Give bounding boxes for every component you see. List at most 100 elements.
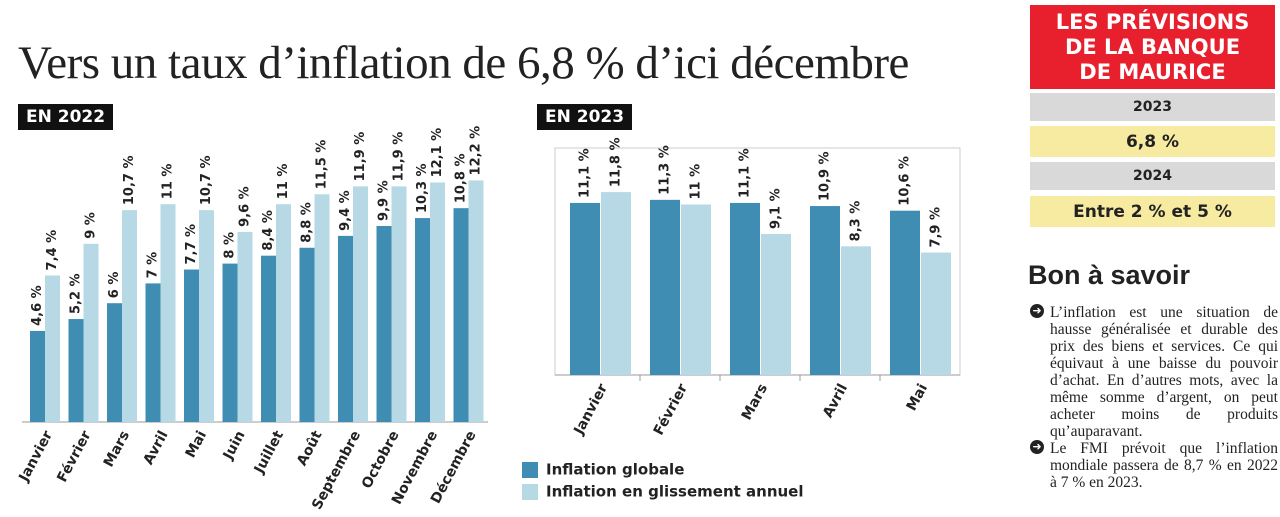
value-label: 9,1 % — [769, 188, 784, 229]
bar — [761, 233, 791, 375]
bar — [841, 246, 871, 375]
bar — [107, 303, 122, 422]
forecast-value: Entre 2 % et 5 % — [1030, 196, 1275, 227]
x-tick-label: Avril — [820, 381, 851, 420]
bar — [68, 319, 84, 422]
x-tick-label: Avril — [141, 428, 172, 467]
x-tick-label: Mars — [101, 428, 133, 470]
x-tick-label: Octobre — [359, 428, 403, 491]
charts: 4,6 %7,4 % Janvier 5,2 % 9 % Février 6 % 10,7 … — [16, 126, 961, 512]
value-label: 11,5 % — [315, 140, 330, 190]
bar — [468, 180, 484, 422]
forecast-year: 2023 — [1030, 93, 1275, 121]
value-label: 11,9 % — [392, 132, 407, 182]
bar — [30, 330, 45, 422]
bar — [921, 252, 951, 375]
info-list: L’inflation est une situation de hausse … — [1030, 304, 1278, 491]
value-label: 11,8 % — [609, 137, 624, 187]
value-label: 8,3 % — [849, 201, 864, 242]
bar — [890, 210, 920, 375]
x-tick-label: Février — [54, 428, 94, 485]
value-label: 7,7 % — [184, 224, 199, 265]
bar — [261, 255, 276, 422]
bar — [730, 202, 760, 375]
x-tick-label: Mars — [739, 381, 771, 423]
forecast-heading: LES PRÉVISIONS DE LA BANQUE DE MAURICE — [1030, 5, 1275, 89]
bar — [353, 186, 368, 422]
legend-swatch — [522, 484, 538, 500]
bar — [199, 210, 214, 422]
page-title: Vers un taux d’inflation de 6,8 % d’ici … — [18, 37, 909, 89]
info-heading: Bon à savoir — [1028, 260, 1191, 290]
bar — [453, 208, 469, 422]
bar — [184, 269, 199, 422]
bar — [810, 206, 840, 375]
forecast-year: 2024 — [1030, 162, 1275, 190]
info-bullet: L’inflation est une situation de hausse … — [1030, 304, 1278, 440]
value-label: 7,9 % — [929, 207, 944, 248]
x-tick-label: Juin — [220, 428, 249, 463]
value-label: 9,9 % — [377, 180, 392, 221]
bar — [338, 235, 353, 422]
bar — [299, 247, 315, 422]
x-tick-label: Février — [651, 381, 691, 438]
bar — [391, 186, 407, 422]
x-tick-label: Janvier — [16, 428, 56, 485]
legend-label: Inflation globale — [546, 461, 684, 479]
bar — [83, 243, 99, 422]
chart-title: EN 2022 — [18, 104, 114, 130]
value-label: 8,8 % — [300, 202, 315, 243]
forecast-heading-text: LES PRÉVISIONS DE LA BANQUE DE MAURICE — [1055, 9, 1250, 84]
value-label: 11 % — [276, 164, 291, 200]
value-label: 11 % — [689, 164, 704, 200]
x-tick-label: Juillet — [251, 428, 287, 477]
value-label: 10,8 % — [454, 154, 469, 204]
x-tick-label: Mai — [904, 381, 931, 413]
bar — [430, 182, 445, 422]
legend-label: Inflation en glissement annuel — [546, 483, 804, 501]
value-label: 6 % — [107, 272, 122, 299]
value-label: 11,9 % — [353, 132, 368, 182]
value-label: 10,7 % — [122, 155, 137, 205]
bar — [276, 204, 291, 422]
value-label: 10,9 % — [818, 151, 833, 201]
bar — [415, 218, 430, 422]
bar — [681, 204, 711, 375]
bar — [570, 202, 600, 375]
legend-swatch — [522, 462, 538, 478]
value-label: 7,4 % — [45, 230, 60, 271]
bar — [314, 194, 330, 422]
value-label: 10,6 % — [898, 156, 913, 206]
bar — [376, 225, 392, 422]
info-bullet: Le FMI prévoit que l’inflation mondiale … — [1030, 440, 1278, 491]
value-label: 11,1 % — [578, 148, 593, 198]
bar — [160, 204, 176, 422]
value-label: 9 % — [84, 212, 99, 239]
value-label: 8 % — [223, 232, 238, 259]
value-label: 9,6 % — [238, 186, 253, 227]
bar — [45, 275, 60, 422]
value-label: 10,3 % — [415, 163, 430, 213]
x-tick-label: Mai — [183, 428, 210, 460]
value-label: 12,1 % — [430, 128, 445, 178]
value-label: 11 % — [161, 164, 176, 200]
value-label: 10,7 % — [199, 155, 214, 205]
forecast-value: 6,8 % — [1030, 126, 1275, 157]
value-label: 5,2 % — [69, 273, 84, 314]
x-tick-label: Janvier — [571, 381, 611, 438]
bar — [237, 231, 253, 422]
x-tick-label: Août — [294, 428, 326, 469]
bar — [650, 199, 680, 375]
value-label: 11,3 % — [658, 145, 673, 195]
value-label: 9,4 % — [338, 190, 353, 231]
bar — [222, 263, 238, 422]
value-label: 11,1 % — [738, 148, 753, 198]
bar — [601, 192, 631, 375]
chart-title: EN 2023 — [537, 104, 633, 130]
value-label: 7 % — [146, 252, 161, 279]
bar — [145, 283, 161, 422]
value-label: 8,4 % — [261, 210, 276, 251]
bar — [122, 210, 137, 422]
value-label: 12,2 % — [469, 126, 484, 176]
